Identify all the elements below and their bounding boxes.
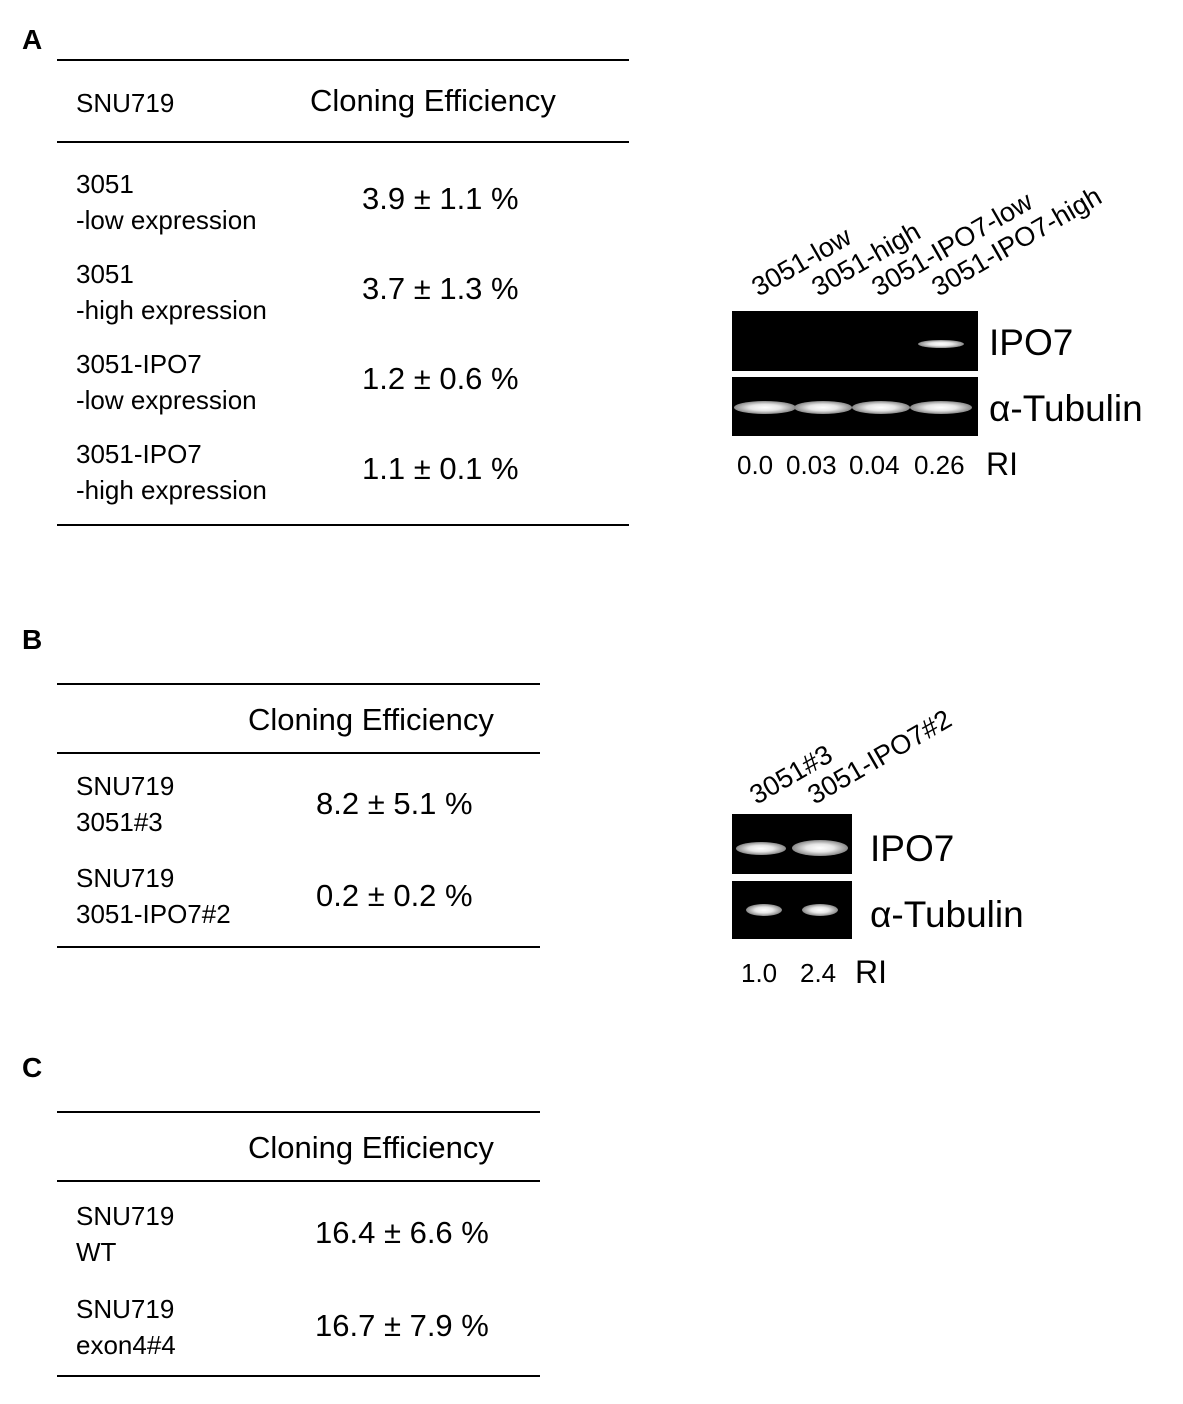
- row-label-line1: 3051: [76, 169, 134, 199]
- tubulin-band: [852, 401, 910, 414]
- table-a-col1-header: SNU719: [76, 88, 175, 118]
- ipo7-band: [918, 340, 964, 348]
- tubulin-blot-label: α-Tubulin: [989, 388, 1143, 429]
- tubulin-band: [734, 401, 796, 414]
- row-label-line2: -low expression: [76, 385, 257, 415]
- tubulin-blot-image: [732, 377, 978, 436]
- row-label-line2: -low expression: [76, 205, 257, 235]
- panel-label-b: B: [22, 624, 43, 655]
- row-label-line2: exon4#4: [76, 1330, 176, 1360]
- ri-value: 0.26: [914, 450, 965, 480]
- table-c-header-rule: [57, 1180, 540, 1182]
- ri-value: 0.04: [849, 450, 900, 480]
- ri-value: 2.4: [800, 958, 837, 988]
- row-label-line1: SNU719: [76, 771, 175, 801]
- row-value: 16.4 ± 6.6 %: [315, 1215, 489, 1250]
- ipo7-blot-label: IPO7: [989, 322, 1074, 363]
- row-value: 1.1 ± 0.1 %: [362, 451, 519, 486]
- panel-label-c: C: [22, 1052, 43, 1083]
- row-label-line2: 3051#3: [76, 807, 163, 837]
- ipo7-band: [736, 842, 786, 855]
- table-a-header-rule: [57, 141, 629, 143]
- table-b-header-rule: [57, 752, 540, 754]
- row-value: 3.9 ± 1.1 %: [362, 181, 519, 216]
- table-a-top-rule: [57, 59, 629, 61]
- row-label-line1: SNU719: [76, 863, 175, 893]
- table-c-col2-header: Cloning Efficiency: [248, 1130, 494, 1165]
- table-a-bottom-rule: [57, 524, 629, 526]
- table-a-col2-header: Cloning Efficiency: [310, 83, 556, 118]
- row-value: 1.2 ± 0.6 %: [362, 361, 519, 396]
- row-label-line1: 3051-IPO7: [76, 349, 202, 379]
- row-label-line2: -high expression: [76, 475, 267, 505]
- tubulin-band: [910, 401, 972, 414]
- ri-label: RI: [986, 446, 1018, 482]
- panel-label-a: A: [22, 24, 43, 55]
- tubulin-blot-label: α-Tubulin: [870, 894, 1024, 935]
- row-label-line1: 3051-IPO7: [76, 439, 202, 469]
- row-label-line1: 3051: [76, 259, 134, 289]
- ri-value: 0.03: [786, 450, 837, 480]
- row-value: 8.2 ± 5.1 %: [316, 786, 473, 821]
- table-c-bottom-rule: [57, 1375, 540, 1377]
- tubulin-band: [794, 401, 852, 414]
- row-value: 3.7 ± 1.3 %: [362, 271, 519, 306]
- ipo7-blot-label: IPO7: [870, 828, 955, 869]
- row-label-line2: -high expression: [76, 295, 267, 325]
- row-label-line1: SNU719: [76, 1294, 175, 1324]
- ri-value: 1.0: [741, 958, 778, 988]
- ri-value: 0.0: [737, 450, 774, 480]
- tubulin-band: [802, 904, 838, 916]
- table-c-top-rule: [57, 1111, 540, 1113]
- ipo7-band: [792, 840, 848, 856]
- table-b-top-rule: [57, 683, 540, 685]
- tubulin-blot-image: [732, 881, 852, 939]
- table-b-bottom-rule: [57, 946, 540, 948]
- ipo7-blot-image: [732, 814, 852, 874]
- row-value: 16.7 ± 7.9 %: [315, 1308, 489, 1343]
- row-label-line2: WT: [76, 1237, 117, 1267]
- row-label-line2: 3051-IPO7#2: [76, 899, 231, 929]
- row-label-line1: SNU719: [76, 1201, 175, 1231]
- ipo7-blot-image: [732, 311, 978, 371]
- tubulin-band: [746, 904, 782, 916]
- row-value: 0.2 ± 0.2 %: [316, 878, 473, 913]
- ri-label: RI: [855, 954, 887, 990]
- table-b-col2-header: Cloning Efficiency: [248, 702, 494, 737]
